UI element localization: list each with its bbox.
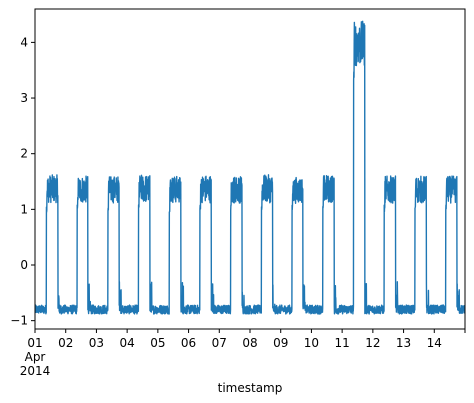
x-tick-label: 10 — [304, 336, 319, 350]
x-tick-label: 11 — [335, 336, 350, 350]
series-line — [35, 20, 465, 315]
y-tick-label: 0 — [20, 258, 28, 272]
y-tick-label: −1 — [10, 314, 28, 328]
x-tick-label: 14 — [427, 336, 442, 350]
x-tick-label: 02 — [58, 336, 73, 350]
x-tick-label: 03 — [89, 336, 104, 350]
x-tick-label: 12 — [365, 336, 380, 350]
x-tick-label: 07 — [212, 336, 227, 350]
x-tick-label: 01 — [27, 336, 42, 350]
x-tick-label: 08 — [242, 336, 257, 350]
y-tick-label: 3 — [20, 91, 28, 105]
x-tick-label: 04 — [120, 336, 135, 350]
axes-frame — [34, 8, 466, 330]
y-tick-label: 1 — [20, 202, 28, 216]
plot-area — [35, 20, 465, 315]
y-tick-label: 4 — [20, 35, 28, 49]
x-tick-label: 06 — [181, 336, 196, 350]
x-tick-label: 09 — [273, 336, 288, 350]
x-date-sublabel: 2014 — [20, 364, 51, 378]
y-tick-label: 2 — [20, 147, 28, 161]
x-tick-label: 13 — [396, 336, 411, 350]
x-tick-label: 05 — [150, 336, 165, 350]
x-axis-label: timestamp — [218, 381, 283, 395]
x-date-sublabel: Apr — [25, 350, 46, 364]
